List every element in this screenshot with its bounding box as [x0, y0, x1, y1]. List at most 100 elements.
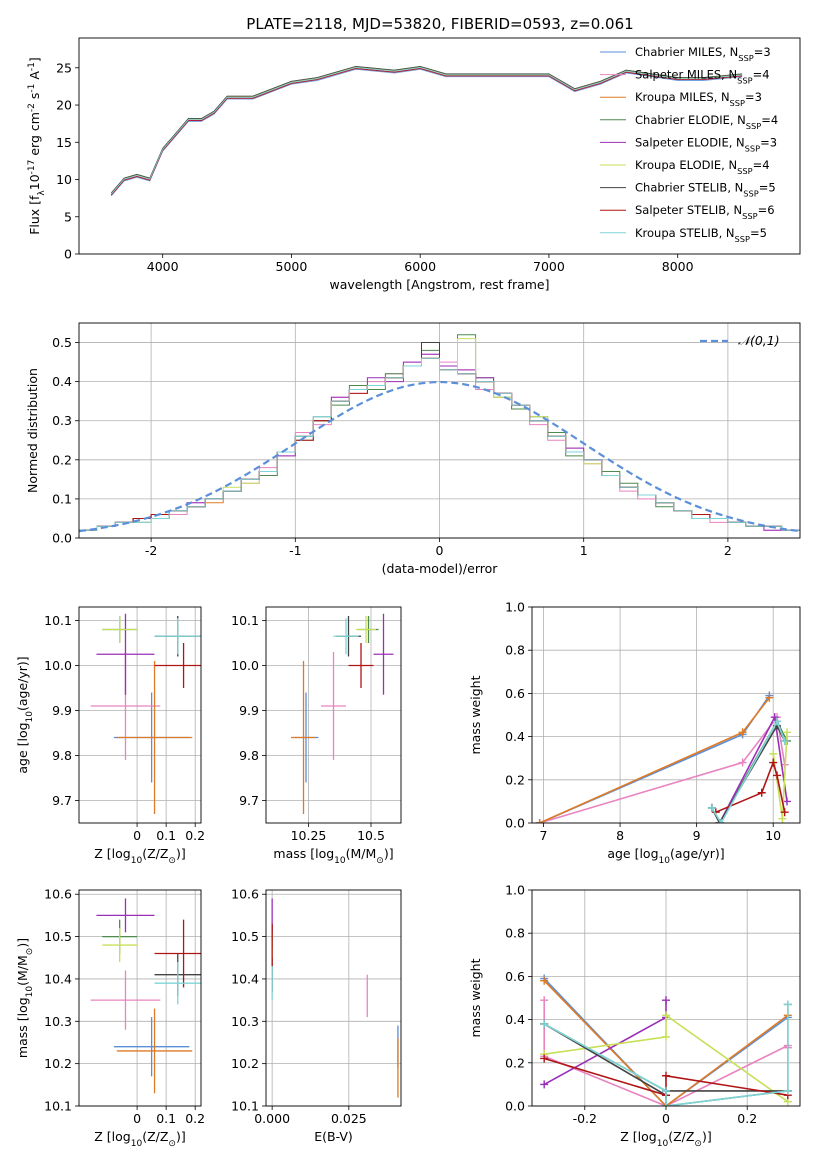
y-tick-label: 0.0	[505, 1099, 525, 1114]
residual-histogram-panel: -2 -1 0 1 2 0.0 0.1 0.2 0.3 0.4 0.5 (data-model)/er…	[25, 322, 801, 576]
y-tick-label: 10.6	[231, 887, 259, 902]
y-tick-label: 10.0	[231, 658, 259, 673]
x-tick-label: 7	[540, 828, 548, 843]
axes-frame	[78, 889, 202, 1107]
x-tick-label: 10	[765, 828, 781, 843]
spectrum-line	[110, 68, 743, 197]
x-tick-label: 2	[724, 543, 732, 558]
y-tick-label: 25	[56, 60, 72, 75]
spectrum-line	[110, 66, 743, 195]
y-tick-label: 0.3	[52, 413, 72, 428]
y-tick-label: 0.6	[505, 686, 525, 701]
y-tick-label: 0.0	[505, 816, 525, 831]
y-tick-label: 10.2	[44, 1056, 72, 1071]
x-axis-label: (data-model)/error	[382, 561, 499, 576]
errorbar-point	[154, 618, 201, 655]
weight-line	[544, 1013, 789, 1103]
x-tick-label: 0.2	[737, 1111, 757, 1126]
weight-marker	[769, 749, 778, 758]
errorbar-point	[154, 919, 201, 988]
weight-line	[543, 1004, 789, 1106]
errorbar-point	[96, 613, 155, 695]
y-tick-label: 9.8	[52, 748, 72, 763]
y-axis-label: mass weight	[468, 675, 483, 754]
legend-label: Salpeter STELIB, NSSP=6	[635, 203, 775, 221]
x-tick-label: 7000	[533, 259, 565, 274]
weight-marker	[782, 728, 791, 737]
weight-marker	[757, 788, 766, 797]
x-tick-label: 0	[662, 1111, 670, 1126]
errorbar-point	[291, 661, 316, 814]
spectrum-line	[110, 68, 743, 196]
y-tick-label: 10.1	[44, 1099, 72, 1114]
y-tick-label: 0.5	[52, 335, 72, 350]
spectrum-line	[110, 66, 743, 194]
weight-marker	[707, 803, 716, 812]
y-tick-label: 0.2	[52, 452, 72, 467]
spectrum-line	[110, 67, 743, 196]
x-tick-label: 0.2	[185, 828, 205, 843]
weight-marker	[662, 1011, 670, 1020]
legend-label: Kroupa MILES, NSSP=3	[635, 90, 762, 108]
y-axis-label: age [log10(age/yr)]	[15, 656, 35, 773]
x-tick-label: 0.2	[185, 1111, 205, 1126]
y-tick-label: 0.0	[52, 531, 72, 546]
y-tick-label: 10.4	[44, 971, 72, 986]
axes-frame	[265, 606, 402, 824]
y-tick-label: 9.7	[239, 793, 259, 808]
errorbar-point	[102, 616, 138, 643]
axes-frame	[78, 37, 801, 255]
axes-frame	[531, 606, 801, 824]
x-tick-label: 10.25	[291, 828, 327, 843]
x-tick-label: 8	[616, 828, 624, 843]
spectrum-lines	[110, 65, 743, 197]
errorbar-point	[356, 616, 376, 643]
y-tick-label: 0.4	[505, 1012, 525, 1027]
y-tick-label: 10.3	[231, 1014, 259, 1029]
y-tick-label: 10.3	[44, 1014, 72, 1029]
x-tick-label: -2	[145, 543, 157, 558]
weight-marker	[662, 1086, 670, 1095]
x-axis-label: mass [log10(M/M⊙)]	[273, 846, 393, 866]
weight-marker	[540, 1019, 549, 1028]
weight-marker	[540, 1054, 549, 1063]
y-tick-label: 10.5	[231, 929, 259, 944]
weight-marker	[738, 728, 747, 737]
errorbar-point	[333, 618, 359, 655]
weight-marker	[540, 1080, 549, 1089]
y-axis-label: Flux [fλ10-17 erg cm-2 s-1 A-1]	[27, 57, 47, 235]
x-tick-label: 10.5	[357, 828, 385, 843]
y-tick-label: 9.7	[52, 793, 72, 808]
y-tick-label: 10.4	[231, 971, 259, 986]
weight-marker	[780, 736, 789, 745]
axes-frame	[78, 606, 202, 824]
spectrum-line	[110, 65, 743, 194]
y-tick-label: 0.2	[505, 1055, 525, 1070]
x-tick-label: 5000	[276, 259, 308, 274]
weight-marker	[773, 717, 782, 726]
errorbars	[90, 898, 201, 1094]
legend-label: Kroupa ELODIE, NSSP=4	[635, 158, 770, 176]
y-tick-label: 0.4	[505, 729, 525, 744]
x-tick-label: -0.2	[573, 1111, 597, 1126]
errorbar-point	[96, 898, 155, 933]
y-axis-label: Normed distribution	[25, 368, 40, 493]
y-tick-label: 0.6	[505, 969, 525, 984]
weight-marker	[770, 713, 779, 722]
weight-marker	[769, 758, 778, 767]
x-tick-label: 0	[436, 543, 444, 558]
y-axis-label: mass [log10(M/M⊙)]	[15, 938, 35, 1058]
spectrum-line	[110, 67, 743, 196]
x-tick-label: 0	[133, 1111, 141, 1126]
y-tick-label: 10	[56, 172, 72, 187]
errorbars	[271, 898, 399, 1098]
y-tick-label: 0.1	[52, 491, 72, 506]
mass-vs-EBV-panel: 0.000 0.025 10.1 10.2 10.3 10.4 10.5 10.6 E(B-V)	[231, 887, 402, 1144]
errorbar-point	[373, 613, 394, 695]
mass-weight-vs-Z-panel: -0.2 0 0.2 0.0 0.2 0.4 0.6 0.8 1.0 Z [log10(Z/Z⊙)…	[468, 883, 801, 1149]
legend-label: 𝒩(0,1)	[738, 333, 780, 348]
weight-line	[543, 980, 789, 1106]
weight-marker	[717, 819, 726, 823]
axes-frame	[265, 889, 402, 1107]
legend-label: Chabrier ELODIE, NSSP=4	[635, 113, 778, 131]
